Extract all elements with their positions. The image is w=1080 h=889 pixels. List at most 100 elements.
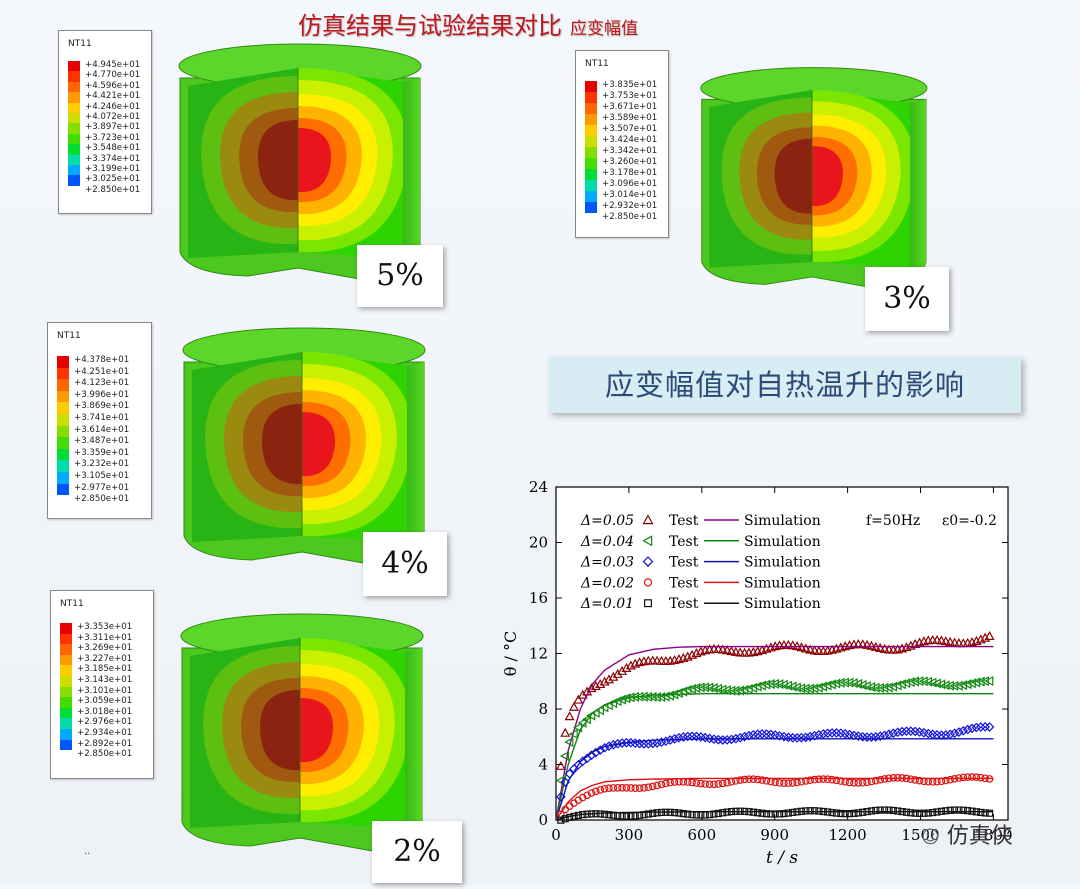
test-marker — [595, 745, 606, 756]
temperature-rise-chart: 0 4 8 12 16 20 24 0 300 600 900 1200 1500 1800 θ / °C t… — [496, 470, 1016, 885]
cylinder-skin — [405, 648, 422, 831]
test-marker — [631, 784, 640, 792]
test-marker — [762, 810, 771, 818]
test-marker — [599, 676, 610, 686]
test-marker — [796, 683, 806, 694]
legend-swatch — [60, 718, 72, 729]
test-marker — [872, 806, 880, 815]
test-marker — [609, 784, 618, 792]
test-marker — [691, 682, 701, 693]
legend-5pct: NT11 +4.945e+01 +4.770e+01 +4.596e+01 +4.42… — [58, 30, 152, 214]
test-marker — [642, 535, 653, 547]
test-marker — [940, 680, 950, 691]
test-marker — [560, 727, 571, 737]
test-marker — [568, 728, 578, 740]
label-2pct: 2% — [372, 821, 462, 883]
test-marker — [959, 773, 968, 782]
contour-cylinder-2pct — [180, 613, 424, 852]
y-tick-label: 4 — [538, 756, 548, 774]
test-marker — [644, 783, 653, 792]
test-marker — [726, 685, 736, 696]
simulation-line — [555, 738, 994, 821]
legend-series-name: Δ=0.04 — [580, 534, 634, 550]
test-marker — [740, 775, 749, 784]
test-marker — [787, 640, 798, 650]
test-marker — [866, 640, 877, 650]
legend-2pct: NT11 +3.353e+01 +3.311e+01 +3.269e+01 +3.22… — [50, 590, 154, 779]
x-tick-label: 0 — [551, 826, 561, 844]
test-marker — [940, 636, 951, 646]
test-marker — [643, 738, 654, 749]
test-marker — [775, 779, 784, 787]
x-tick-label: 1200 — [829, 826, 867, 844]
test-marker — [596, 786, 605, 794]
test-marker — [862, 639, 873, 649]
legend-color-bar — [68, 61, 80, 186]
legend-swatch — [60, 728, 72, 740]
test-marker — [679, 810, 687, 818]
legend-value: +3.311e+01 — [77, 632, 133, 643]
test-marker — [854, 779, 863, 787]
legend-swatch — [57, 367, 69, 380]
page-title: 仿真结果与试验结果对比 应变幅值 — [298, 12, 638, 40]
test-marker — [897, 726, 907, 737]
wechat-icon: ☺ — [921, 827, 940, 848]
test-marker — [828, 775, 836, 784]
test-marker — [796, 732, 807, 743]
test-marker — [613, 783, 622, 792]
simulation-line — [555, 693, 994, 821]
legend-value: +3.487e+01 — [74, 436, 130, 447]
legend-value: +4.770e+01 — [85, 70, 141, 81]
test-marker — [923, 676, 933, 687]
test-marker — [586, 683, 597, 693]
test-marker — [949, 728, 960, 739]
test-marker — [780, 779, 788, 787]
legend-test-label: Test — [669, 596, 699, 612]
test-marker — [854, 809, 862, 817]
test-marker — [841, 810, 849, 818]
test-marker — [976, 773, 985, 782]
test-marker — [806, 807, 814, 815]
watermark-text: 仿真侠 — [946, 824, 1013, 849]
legend-series-name: Δ=0.03 — [580, 555, 634, 571]
test-marker — [844, 677, 854, 688]
plot-area — [555, 486, 1009, 821]
test-marker — [905, 677, 915, 688]
test-marker — [875, 642, 886, 652]
test-marker — [920, 809, 928, 817]
test-marker — [876, 806, 884, 814]
legend-swatch — [60, 654, 72, 666]
legend-value: +2.932e+01 — [602, 201, 658, 211]
test-marker — [705, 780, 714, 789]
test-marker — [906, 775, 915, 783]
x-tick-label: 900 — [760, 826, 789, 844]
test-marker — [984, 722, 995, 732]
x-tick-label: 1500 — [901, 826, 939, 844]
test-marker — [600, 784, 609, 793]
legend-swatch — [60, 644, 72, 655]
test-marker — [857, 639, 868, 649]
test-marker — [758, 809, 766, 817]
test-marker — [867, 807, 876, 815]
test-marker — [688, 778, 696, 787]
legend-swatch — [585, 147, 597, 158]
test-marker — [889, 806, 897, 815]
legend-swatch — [60, 697, 72, 708]
test-marker — [701, 780, 710, 788]
test-marker — [739, 731, 750, 742]
test-marker — [717, 644, 728, 654]
contour-band-right — [298, 128, 332, 193]
test-marker — [946, 775, 954, 784]
legend-swatch — [585, 169, 597, 180]
test-marker — [832, 776, 841, 785]
y-tick-label: 16 — [529, 589, 548, 607]
test-marker — [839, 677, 849, 688]
test-marker — [708, 683, 718, 694]
legend-value: +3.548e+01 — [85, 143, 141, 154]
contour-cylinder-5pct — [178, 43, 422, 282]
legend-test-label: Test — [669, 513, 699, 529]
test-marker — [936, 679, 946, 690]
contour-band-left — [260, 690, 300, 771]
legend-swatch — [60, 623, 72, 634]
label-5pct: 5% — [357, 245, 443, 307]
